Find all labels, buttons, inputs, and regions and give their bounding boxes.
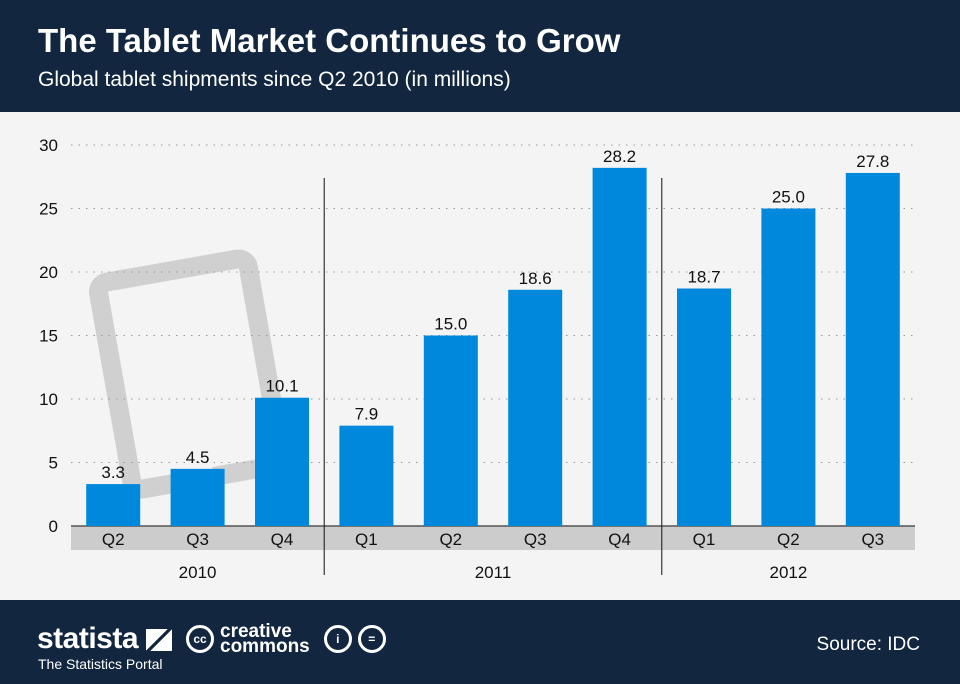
bar bbox=[592, 167, 647, 527]
x-tick-label: Q4 bbox=[608, 530, 631, 549]
x-tick-label: Q4 bbox=[271, 530, 294, 549]
data-label: 28.2 bbox=[603, 147, 636, 166]
y-tick-label: 25 bbox=[39, 200, 58, 219]
header: The Tablet Market Continues to Grow Glob… bbox=[0, 0, 960, 112]
creative-commons-icon: cc bbox=[186, 625, 214, 653]
bar bbox=[86, 484, 141, 526]
y-tick-label: 5 bbox=[49, 454, 58, 473]
statista-logo[interactable]: statista bbox=[37, 622, 172, 656]
data-label: 10.1 bbox=[265, 377, 298, 396]
creative-commons-license[interactable]: cc creative commons i = bbox=[186, 622, 386, 656]
x-tick-label: Q3 bbox=[186, 530, 209, 549]
group-label: 2010 bbox=[179, 563, 217, 582]
data-label: 15.0 bbox=[434, 315, 467, 334]
no-derivatives-icon: = bbox=[357, 625, 386, 653]
data-label: 27.8 bbox=[856, 152, 889, 171]
data-label: 7.9 bbox=[355, 405, 379, 424]
x-tick-label: Q1 bbox=[355, 530, 378, 549]
bar bbox=[255, 397, 309, 526]
bar bbox=[508, 289, 563, 526]
data-label: 25.0 bbox=[772, 188, 805, 207]
bar bbox=[170, 468, 225, 526]
footer: statista The Statistics Portal cc creati… bbox=[0, 600, 960, 684]
x-tick-label: Q2 bbox=[777, 530, 800, 549]
source: Source: IDC bbox=[816, 634, 920, 655]
bar bbox=[339, 425, 394, 526]
bar-chart: 0 5 10 15 20 25 30 3.3 Q2 4.5 Q3 10.1 Q4 7.9 Q1 15.0 Q2 1… bbox=[39, 136, 915, 582]
x-tick-label: Q2 bbox=[439, 530, 462, 549]
x-tick-label: Q2 bbox=[102, 530, 125, 549]
bar bbox=[423, 335, 478, 526]
x-tick-label: Q3 bbox=[861, 530, 884, 549]
group-label: 2012 bbox=[769, 563, 807, 582]
statista-logo-icon bbox=[145, 629, 172, 652]
y-tick-label: 15 bbox=[39, 327, 58, 346]
data-label: 3.3 bbox=[101, 463, 125, 482]
attribution-icon: i bbox=[323, 625, 352, 653]
bar bbox=[761, 208, 816, 526]
y-tick-label: 10 bbox=[39, 390, 58, 409]
chart-subtitle: Global tablet shipments since Q2 2010 (i… bbox=[38, 68, 511, 91]
data-label: 4.5 bbox=[186, 448, 210, 467]
x-tick-label: Q3 bbox=[524, 530, 547, 549]
x-axis-band bbox=[71, 526, 915, 550]
tagline: The Statistics Portal bbox=[38, 656, 163, 672]
y-tick-label: 30 bbox=[39, 136, 58, 155]
y-tick-label: 0 bbox=[49, 517, 58, 536]
bar bbox=[845, 172, 900, 526]
y-tick-label: 20 bbox=[39, 263, 58, 282]
bar bbox=[677, 288, 731, 526]
data-label: 18.6 bbox=[519, 269, 552, 288]
chart-title: The Tablet Market Continues to Grow bbox=[38, 22, 621, 59]
data-label: 18.7 bbox=[687, 268, 720, 287]
x-tick-label: Q1 bbox=[693, 530, 716, 549]
group-label: 2011 bbox=[475, 563, 512, 582]
